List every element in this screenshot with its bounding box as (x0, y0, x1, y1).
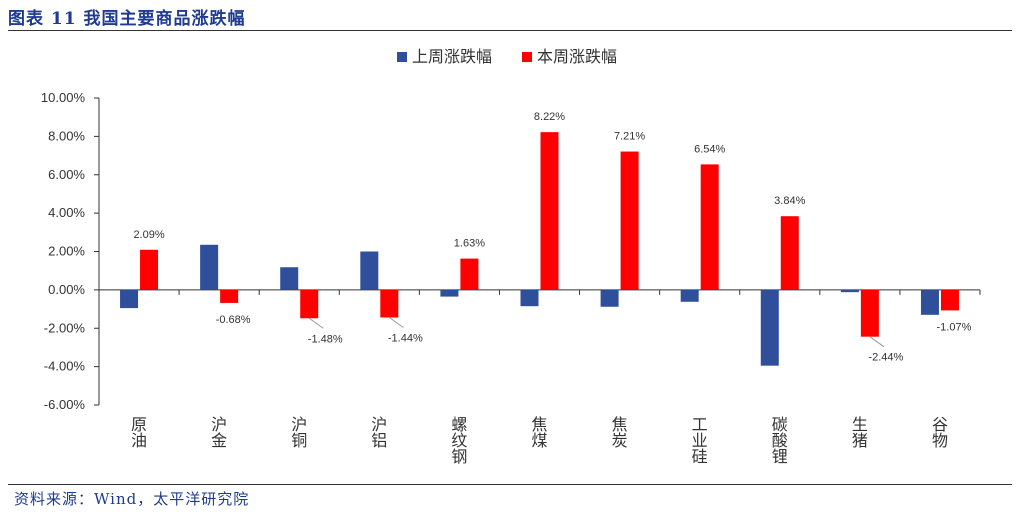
source-note: 资料来源：Wind，太平洋研究院 (14, 490, 250, 508)
bar-curr-week (460, 258, 479, 290)
bar-prev-week (120, 289, 139, 309)
category-label: 碳 (772, 415, 788, 434)
category-label: 沪 (371, 415, 387, 434)
category-label: 硅 (692, 447, 708, 466)
data-label: 7.21% (614, 131, 645, 143)
category-label: 焦 (531, 415, 547, 434)
bar-curr-week (700, 164, 719, 290)
leader-line (869, 336, 885, 348)
bar-curr-week (220, 289, 239, 303)
y-tick-label: 8.00% (48, 128, 85, 143)
bar-prev-week (520, 289, 539, 307)
category-label: 谷 (932, 415, 948, 434)
y-tick-label: 2.00% (48, 244, 85, 259)
category-label: 物 (932, 431, 948, 450)
y-tick-label: 10.00% (41, 90, 86, 105)
category-label: 纹 (451, 431, 467, 450)
data-label: -0.68% (216, 314, 251, 326)
category-label: 焦 (612, 415, 628, 434)
category-label: 原 (131, 415, 147, 434)
category-label: 生 (852, 415, 868, 434)
y-tick-label: 6.00% (48, 167, 85, 182)
leader-line (308, 317, 324, 329)
y-tick-label: -4.00% (44, 359, 86, 374)
data-label: -1.07% (937, 321, 972, 333)
data-label: -2.44% (868, 352, 903, 364)
bottom-rule (8, 484, 1012, 485)
data-label: 3.84% (774, 195, 805, 207)
y-tick-label: 4.00% (48, 205, 85, 220)
legend-label: 本周涨跌幅 (537, 47, 617, 66)
bar-prev-week (760, 289, 779, 366)
data-label: -1.44% (388, 333, 423, 345)
bar-curr-week (940, 289, 959, 311)
data-label: 8.22% (534, 111, 565, 123)
bar-curr-week (380, 289, 399, 318)
y-tick-label: -2.00% (44, 320, 86, 335)
top-rule (8, 30, 1012, 31)
category-label: 猪 (852, 431, 868, 450)
data-label: 1.63% (454, 238, 485, 250)
category-label: 炭 (612, 431, 628, 450)
category-label: 酸 (772, 431, 788, 450)
category-label: 钢 (451, 447, 467, 466)
category-label: 沪 (211, 415, 227, 434)
category-label: 油 (131, 431, 147, 450)
bar-prev-week (440, 289, 459, 297)
y-tick-label: 0.00% (48, 282, 85, 297)
bar-prev-week (360, 251, 379, 290)
leader-line (389, 317, 404, 328)
y-tick-label: -6.00% (44, 397, 86, 412)
bar-curr-week (780, 216, 799, 290)
data-label: -1.48% (308, 333, 343, 345)
bar-prev-week (600, 289, 619, 307)
category-label: 沪 (291, 415, 307, 434)
category-label: 螺 (451, 415, 467, 434)
bar-prev-week (920, 289, 939, 315)
bar-chart: 10.00% 8.00% 6.00% 4.00% 2.00% 0.00% -2.00% -4.… (41, 47, 981, 466)
data-label: 6.54% (694, 143, 725, 155)
category-label: 锂 (772, 447, 788, 466)
bar-prev-week (840, 289, 859, 293)
bar-curr-week (620, 151, 639, 290)
category-label: 铜 (291, 431, 307, 450)
bar-curr-week (540, 132, 559, 290)
legend-swatch-prev (397, 52, 407, 62)
legend-swatch-curr (522, 52, 532, 62)
bar-curr-week (860, 289, 879, 337)
figure-title: 图表 11 我国主要商品涨跌幅 (8, 9, 246, 29)
bar-curr-week (140, 249, 159, 290)
bar-prev-week (680, 289, 699, 302)
category-label: 铝 (371, 431, 387, 450)
bar-curr-week (300, 289, 319, 319)
bar-prev-week (200, 244, 219, 290)
category-label: 工 (692, 415, 708, 434)
category-label: 煤 (531, 431, 547, 450)
data-label: 2.09% (133, 229, 164, 241)
bar-prev-week (280, 267, 299, 290)
category-label: 业 (692, 431, 708, 450)
legend-label: 上周涨跌幅 (412, 47, 492, 66)
category-label: 金 (211, 431, 227, 450)
